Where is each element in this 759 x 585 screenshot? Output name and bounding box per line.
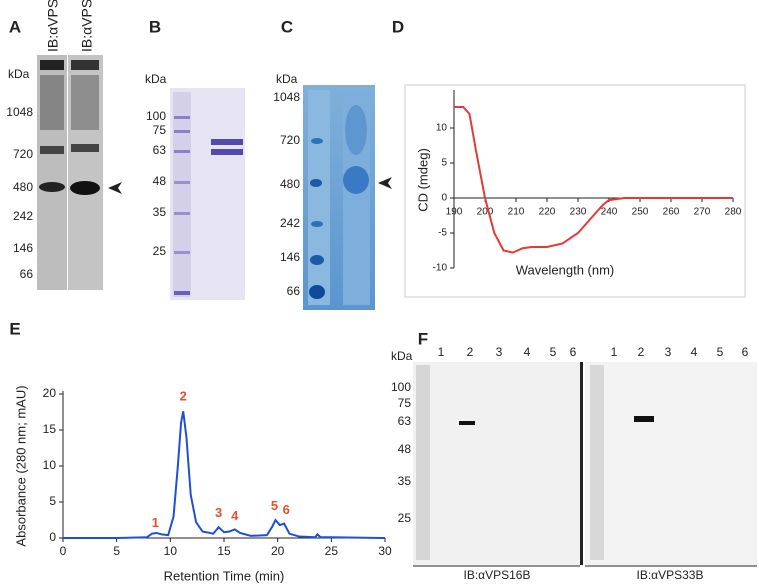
- y-tick-label: 0: [441, 193, 447, 204]
- x-tick-label: 15: [217, 544, 231, 558]
- peak-label: 3: [215, 505, 222, 520]
- line-series: [63, 411, 386, 539]
- x-axis-label: Wavelength (nm): [516, 262, 615, 277]
- lane-label: 4: [524, 345, 531, 359]
- panel-label: D: [392, 17, 404, 36]
- y-axis-label: Absorbance (280 nm; mAU): [13, 385, 28, 546]
- chart-frame: [404, 84, 746, 298]
- marker-label: 242: [280, 216, 300, 230]
- lane-label: 6: [570, 345, 577, 359]
- lane-label: 4: [691, 345, 698, 359]
- peak-label: 2: [180, 388, 187, 403]
- marker-label: 1048: [6, 105, 33, 119]
- lane-label: 5: [550, 345, 557, 359]
- y-tick-label: -10: [433, 263, 448, 274]
- marker-label: 480: [280, 177, 300, 191]
- panel-label: A: [9, 17, 21, 36]
- panel-label: B: [149, 17, 161, 36]
- marker-label: 100: [146, 109, 166, 123]
- marker-label: 35: [153, 205, 167, 219]
- panel-label: E: [9, 319, 20, 338]
- x-tick-label: 190: [446, 207, 463, 218]
- marker-label: 1048: [273, 90, 300, 104]
- marker-label: 146: [13, 241, 33, 255]
- x-tick-label: 250: [632, 207, 649, 218]
- marker-label: 75: [398, 396, 412, 410]
- panel-label: C: [281, 17, 293, 36]
- x-axis-label: Retention Time (min): [164, 568, 285, 583]
- blot-label: IB:αVPS33B: [637, 568, 704, 582]
- x-tick-label: 280: [725, 207, 742, 218]
- x-tick-label: 30: [378, 544, 392, 558]
- x-tick-label: 20: [271, 544, 285, 558]
- lane-label: 5: [717, 345, 724, 359]
- marker-label: 25: [153, 244, 167, 258]
- y-axis-label: CD (mdeg): [415, 148, 430, 212]
- kda-label: kDa: [8, 67, 30, 81]
- y-tick-label: 5: [441, 158, 447, 169]
- x-tick-label: 220: [539, 207, 556, 218]
- lane-label: IB:αVPS16B: [79, 0, 95, 52]
- lane-label: 6: [742, 345, 749, 359]
- y-tick-label: 15: [43, 422, 57, 436]
- x-tick-label: 25: [325, 544, 339, 558]
- marker-label: 66: [287, 284, 301, 298]
- x-tick-label: 230: [570, 207, 587, 218]
- marker-label: 63: [398, 414, 412, 428]
- lane-label: 1: [438, 345, 445, 359]
- gel-b: [170, 88, 245, 300]
- blots-f: [413, 362, 757, 567]
- y-tick-label: 10: [43, 458, 57, 472]
- panel-label: F: [418, 329, 428, 348]
- marker-label: 63: [153, 143, 167, 157]
- line-series: [454, 106, 733, 254]
- lane-label: 2: [638, 345, 645, 359]
- marker-label: 66: [20, 267, 34, 281]
- peak-label: 4: [231, 508, 239, 523]
- blot-label: IB:αVPS16B: [464, 568, 531, 582]
- x-tick-label: 260: [663, 207, 680, 218]
- lane-label: IB:αVPS33B: [45, 0, 61, 52]
- marker-label: 100: [391, 380, 411, 394]
- kda-label: kDa: [145, 72, 167, 86]
- peak-label: 1: [152, 515, 159, 530]
- x-tick-label: 270: [694, 207, 711, 218]
- marker-label: 720: [13, 147, 33, 161]
- x-tick-label: 200: [477, 207, 494, 218]
- kda-label: kDa: [391, 349, 413, 363]
- x-tick-label: 0: [60, 544, 67, 558]
- lane-label: 3: [665, 345, 672, 359]
- gel-a: [37, 55, 122, 290]
- y-tick-label: 0: [49, 530, 56, 544]
- y-tick-label: 20: [43, 386, 57, 400]
- marker-label: 25: [398, 511, 412, 525]
- marker-label: 146: [280, 250, 300, 264]
- x-tick-label: 210: [508, 207, 525, 218]
- lane-label: 3: [496, 345, 503, 359]
- y-tick-label: 10: [436, 123, 448, 134]
- marker-label: 480: [13, 180, 33, 194]
- kda-label: kDa: [276, 72, 298, 86]
- peak-label: 5: [271, 498, 278, 513]
- lane-label: 1: [611, 345, 618, 359]
- marker-label: 48: [398, 442, 412, 456]
- marker-label: 75: [153, 123, 167, 137]
- peak-label: 6: [283, 502, 290, 517]
- marker-label: 720: [280, 133, 300, 147]
- marker-label: 242: [13, 209, 33, 223]
- lane-label: 2: [467, 345, 474, 359]
- marker-label: 48: [153, 174, 167, 188]
- x-tick-label: 10: [164, 544, 178, 558]
- x-tick-label: 5: [113, 544, 120, 558]
- gel-c: [303, 85, 392, 310]
- y-tick-label: -5: [438, 228, 447, 239]
- x-tick-label: 240: [601, 207, 618, 218]
- marker-label: 35: [398, 474, 412, 488]
- y-tick-label: 5: [49, 494, 56, 508]
